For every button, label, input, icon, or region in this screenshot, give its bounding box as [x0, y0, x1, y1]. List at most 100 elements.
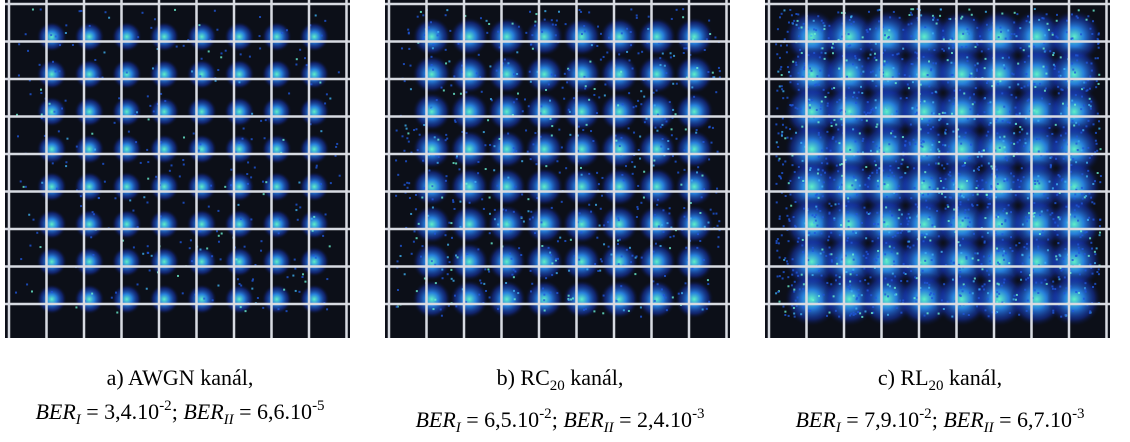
noise-dot	[1062, 258, 1065, 261]
noise-dot	[543, 293, 546, 296]
noise-dot	[779, 44, 782, 47]
noise-dot	[403, 149, 406, 152]
noise-dot	[199, 75, 202, 78]
noise-dot	[987, 28, 990, 31]
noise-dot	[846, 211, 849, 214]
noise-dot	[905, 96, 908, 99]
noise-dot	[950, 223, 953, 226]
noise-dot	[454, 120, 457, 123]
noise-dot	[149, 104, 152, 107]
noise-dot	[139, 161, 142, 164]
noise-dot	[1095, 86, 1098, 89]
noise-dot	[217, 240, 220, 243]
noise-dot	[200, 57, 203, 60]
noise-dot	[431, 107, 434, 110]
symbol-cloud	[675, 280, 714, 319]
noise-dot	[634, 273, 637, 276]
noise-dot	[819, 252, 822, 255]
noise-dot	[453, 75, 456, 78]
noise-dot	[319, 183, 322, 186]
noise-dot	[855, 307, 858, 310]
noise-dot	[403, 80, 406, 83]
noise-dot	[560, 200, 563, 203]
noise-dot	[907, 87, 910, 90]
noise-dot	[821, 47, 824, 50]
noise-dot	[1006, 179, 1009, 182]
noise-dot	[812, 299, 815, 302]
noise-dot	[818, 179, 821, 182]
noise-dot	[817, 131, 820, 134]
symbol-cloud	[186, 134, 217, 165]
noise-dot	[64, 31, 67, 34]
noise-dot	[950, 179, 953, 182]
noise-dot	[797, 237, 800, 240]
noise-dot	[1094, 253, 1097, 256]
symbol-cloud	[637, 167, 676, 206]
noise-dot	[693, 95, 696, 98]
noise-dot	[945, 188, 948, 191]
noise-dot	[1091, 32, 1094, 35]
noise-dot	[1077, 140, 1080, 143]
noise-dot	[855, 213, 858, 216]
caption-line: BERI = 3,4.10-2; BERII = 6,6.10-5	[0, 392, 375, 434]
noise-dot	[1080, 33, 1083, 36]
noise-dot	[915, 106, 918, 109]
noise-dot	[980, 155, 983, 158]
noise-dot	[1099, 218, 1102, 221]
noise-dot	[857, 294, 860, 297]
noise-dot	[707, 283, 710, 286]
symbol-cloud	[74, 246, 105, 277]
noise-dot	[960, 252, 963, 255]
noise-dot	[635, 14, 638, 17]
symbol-cloud	[897, 159, 952, 214]
noise-dot	[559, 236, 562, 239]
noise-dot	[422, 14, 425, 17]
noise-dot	[455, 156, 458, 159]
noise-dot	[869, 212, 872, 215]
noise-dot	[571, 297, 574, 300]
noise-dot	[684, 128, 687, 131]
noise-dot	[991, 167, 994, 170]
noise-dot	[791, 154, 794, 157]
noise-dot	[820, 104, 823, 107]
noise-dot	[75, 145, 78, 148]
noise-dot	[655, 89, 658, 92]
noise-dot	[628, 59, 631, 62]
noise-dot	[807, 73, 810, 76]
noise-dot	[910, 197, 913, 200]
noise-dot	[435, 154, 438, 157]
noise-dot	[836, 101, 839, 104]
noise-dot	[550, 254, 553, 257]
noise-dot	[396, 305, 399, 308]
noise-dot	[813, 51, 816, 54]
caption-line: BERI = 7,9.10-2; BERII = 6,7.10-3	[745, 400, 1130, 442]
noise-dot	[636, 205, 639, 208]
noise-dot	[708, 126, 711, 129]
noise-dot	[778, 275, 781, 278]
noise-dot	[137, 36, 140, 39]
noise-dot	[932, 189, 935, 192]
symbol-cloud	[299, 59, 330, 90]
symbol-cloud	[972, 234, 1027, 289]
noise-dot	[932, 140, 935, 143]
noise-dot	[1010, 172, 1013, 175]
noise-dot	[784, 257, 787, 260]
noise-dot	[866, 289, 869, 292]
noise-dot	[489, 98, 492, 101]
noise-dot	[430, 21, 433, 24]
noise-dot	[1078, 273, 1081, 276]
noise-dot	[978, 288, 981, 291]
noise-dot	[801, 76, 804, 79]
symbol-cloud	[36, 96, 67, 127]
symbol-cloud	[450, 280, 489, 319]
noise-dot	[808, 231, 811, 234]
noise-dot	[926, 154, 929, 157]
noise-dot	[888, 143, 891, 146]
noise-dot	[937, 162, 940, 165]
noise-dot	[780, 85, 783, 88]
noise-dot	[986, 147, 989, 150]
noise-dot	[1054, 123, 1057, 126]
noise-dot	[980, 164, 983, 167]
noise-dot	[661, 52, 664, 55]
noise-dot	[683, 207, 686, 210]
